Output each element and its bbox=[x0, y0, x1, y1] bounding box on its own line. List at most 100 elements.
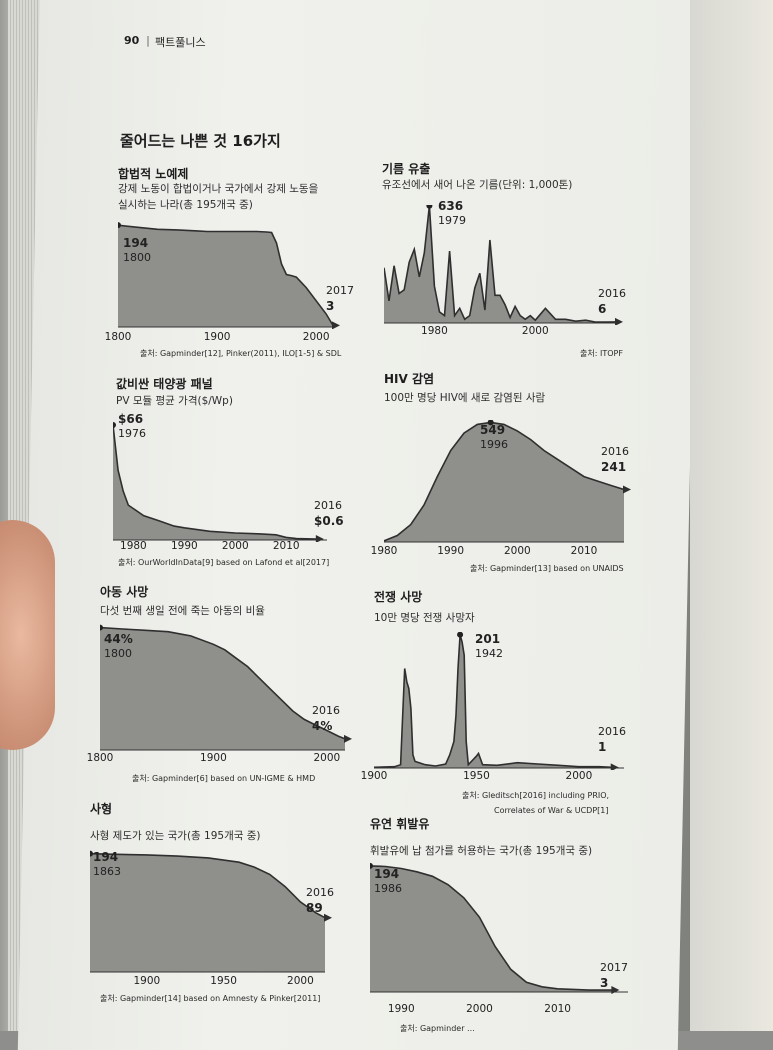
chart-subtitle: 사형 제도가 있는 국가(총 195개국 중) bbox=[90, 830, 261, 842]
x-tick-label: 2000 bbox=[313, 752, 341, 764]
x-tick-label: 2000 bbox=[221, 540, 249, 552]
chart-svg-hiv bbox=[384, 420, 631, 543]
end-value-label: 89 bbox=[306, 901, 323, 915]
start-value-label: 194 bbox=[374, 867, 400, 881]
main-title: 줄어드는 나쁜 것 16가지 bbox=[120, 132, 281, 150]
start-point-marker bbox=[100, 624, 103, 631]
facing-page-edge bbox=[690, 0, 773, 1031]
chart-subtitle: 실시하는 나라(총 195개국 중) bbox=[118, 199, 253, 211]
chart-title: 기름 유출 bbox=[382, 162, 431, 176]
chart-svg-slavery bbox=[118, 222, 340, 329]
x-tick-label: 2000 bbox=[565, 770, 593, 782]
chart-subtitle: 다섯 번째 생일 전에 죽는 아동의 비율 bbox=[100, 605, 265, 617]
end-value-label: 4% bbox=[312, 719, 333, 733]
chart-svg-oil bbox=[384, 205, 623, 325]
chart-source: 출처: Gapminder[12], Pinker(2011), ILO[1-5… bbox=[140, 349, 342, 358]
chart-subtitle: 강제 노동이 합법이거나 국가에서 강제 노동을 bbox=[118, 183, 319, 195]
thumb bbox=[0, 520, 55, 750]
chart-title: 전쟁 사망 bbox=[374, 590, 423, 604]
start-point-marker bbox=[370, 862, 373, 869]
x-tick-label: 1990 bbox=[387, 1003, 415, 1015]
x-tick-label: 1950 bbox=[210, 975, 237, 987]
start-value-label: 549 bbox=[480, 423, 506, 437]
x-tick-label: 2000 bbox=[521, 325, 549, 337]
end-arrow-marker bbox=[332, 321, 340, 329]
area-fill bbox=[113, 425, 317, 540]
chart-svg-solar bbox=[113, 421, 327, 542]
chart-svg-death bbox=[90, 850, 332, 973]
start-value-label: $66 bbox=[118, 412, 144, 426]
start-point-marker bbox=[90, 850, 93, 857]
start-point-marker bbox=[113, 421, 116, 428]
series-line bbox=[90, 852, 326, 919]
end-year-label: 2016 bbox=[598, 287, 626, 300]
x-tick-label: 1990 bbox=[437, 545, 465, 557]
start-value-label: 201 bbox=[475, 632, 501, 646]
chart-svg-child bbox=[100, 624, 352, 751]
start-point-marker bbox=[118, 222, 121, 229]
start-value-label: 194 bbox=[123, 236, 149, 250]
x-tick-label: 1900 bbox=[133, 975, 161, 987]
x-tick-label: 1800 bbox=[86, 752, 114, 764]
end-arrow-marker bbox=[324, 913, 332, 922]
start-point-marker bbox=[426, 205, 433, 209]
x-tick-label: 2000 bbox=[287, 975, 314, 987]
area-fill bbox=[370, 865, 613, 992]
series-line bbox=[384, 205, 617, 323]
chart-svg-war bbox=[374, 632, 624, 770]
start-point-marker bbox=[487, 420, 494, 426]
chart-subtitle: 10만 명당 전쟁 사망자 bbox=[374, 612, 475, 624]
x-tick-label: 1980 bbox=[421, 325, 448, 337]
end-value-label: 6 bbox=[598, 302, 607, 316]
x-tick-label: 2010 bbox=[272, 540, 300, 552]
x-tick-label: 1800 bbox=[104, 331, 132, 343]
start-point-marker bbox=[457, 632, 464, 638]
end-year-label: 2017 bbox=[326, 284, 354, 297]
start-year-label: 1996 bbox=[480, 438, 508, 451]
chart-title: 유연 휘발유 bbox=[370, 817, 430, 831]
x-tick-label: 1980 bbox=[370, 545, 398, 557]
x-tick-label: 2000 bbox=[302, 331, 330, 343]
end-value-label: $0.6 bbox=[314, 514, 344, 528]
series-line bbox=[113, 424, 317, 540]
chart-source: 출처: Gapminder ... bbox=[400, 1024, 475, 1033]
page-number: 90 bbox=[124, 34, 140, 47]
end-arrow-marker bbox=[610, 763, 619, 770]
end-year-label: 2016 bbox=[314, 499, 342, 512]
start-value-label: 194 bbox=[93, 850, 119, 864]
x-tick-label: 1900 bbox=[200, 752, 227, 764]
start-value-label: 636 bbox=[438, 199, 464, 213]
chart-source: 출처: Gapminder[14] based on Amnesty & Pin… bbox=[100, 994, 321, 1003]
chart-subtitle: 휘발유에 납 첨가를 허용하는 국가(총 195개국 중) bbox=[370, 845, 593, 857]
x-tick-label: 2010 bbox=[570, 545, 598, 557]
end-value-label: 241 bbox=[601, 460, 627, 474]
area-fill bbox=[384, 205, 616, 323]
end-year-label: 2016 bbox=[601, 445, 629, 458]
area-fill bbox=[100, 627, 345, 750]
chart-source: 출처: OurWorldInData[9] based on Lafond et… bbox=[118, 558, 330, 567]
x-tick-label: 2010 bbox=[544, 1003, 571, 1015]
chart-source: 출처: Gapminder[13] based on UNAIDS bbox=[470, 564, 624, 573]
area-fill bbox=[384, 422, 624, 542]
chart-svg-leaded bbox=[370, 862, 628, 994]
series-line bbox=[100, 626, 346, 740]
x-tick-label: 1950 bbox=[463, 770, 490, 782]
end-value-label: 1 bbox=[598, 740, 607, 754]
start-year-label: 1800 bbox=[123, 251, 151, 264]
x-tick-label: 1900 bbox=[360, 770, 388, 782]
start-year-label: 1976 bbox=[118, 427, 146, 440]
end-arrow-marker bbox=[315, 534, 324, 542]
start-year-label: 1942 bbox=[475, 647, 503, 660]
end-year-label: 2016 bbox=[306, 886, 334, 899]
end-arrow-marker bbox=[623, 485, 631, 494]
x-tick-label: 1980 bbox=[120, 540, 147, 552]
end-arrow-marker bbox=[344, 734, 352, 743]
start-value-label: 44% bbox=[104, 632, 133, 646]
chart-subtitle: PV 모듈 평균 가격($/Wp) bbox=[116, 395, 233, 407]
end-year-label: 2016 bbox=[598, 725, 626, 738]
x-tick-label: 1990 bbox=[170, 540, 198, 552]
series-line bbox=[374, 634, 612, 769]
end-value-label: 3 bbox=[600, 976, 609, 990]
start-year-label: 1800 bbox=[104, 647, 132, 660]
x-tick-label: 2000 bbox=[466, 1003, 493, 1015]
